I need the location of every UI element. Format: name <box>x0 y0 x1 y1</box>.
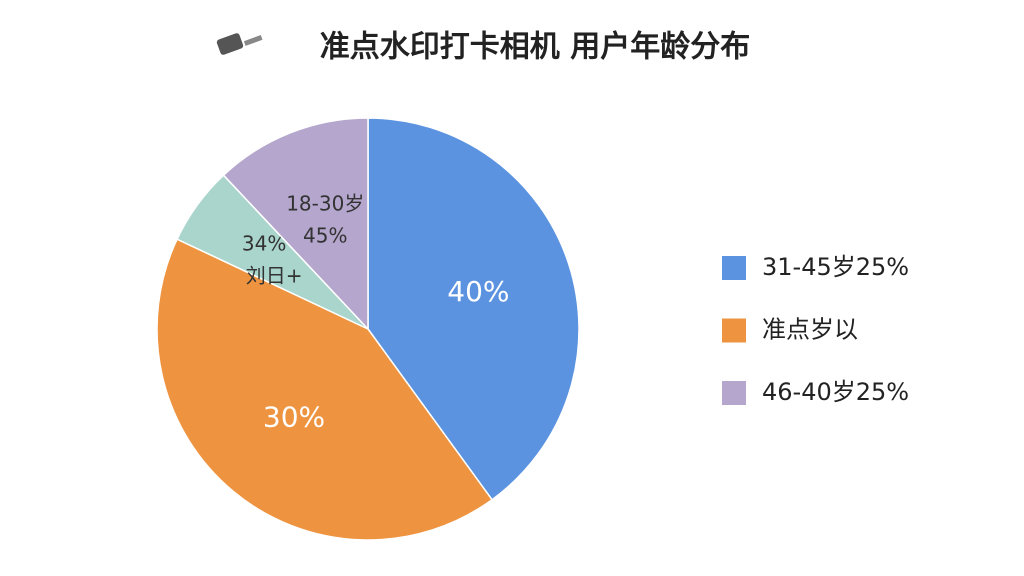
legend-label: 准点岁以 <box>762 316 858 344</box>
pie-slice <box>367 117 580 501</box>
slice-label: 18-30岁 <box>286 192 364 216</box>
slice-label: 30% <box>263 400 325 433</box>
legend-swatch <box>722 381 746 405</box>
legend-label: 46-40岁25% <box>762 378 909 406</box>
legend-label: 31-45岁25% <box>762 253 909 281</box>
slice-label: 刘日+ <box>246 263 303 287</box>
pie-slice <box>156 238 494 541</box>
legend-swatch <box>722 318 746 343</box>
slice-label: 45% <box>303 224 347 248</box>
pie-slice <box>222 117 369 331</box>
title-icon <box>216 33 263 55</box>
chart-title: 准点水印打卡相机 用户年龄分布 <box>320 30 750 65</box>
slice-label: 40% <box>447 275 509 308</box>
legend-swatch <box>722 256 746 280</box>
